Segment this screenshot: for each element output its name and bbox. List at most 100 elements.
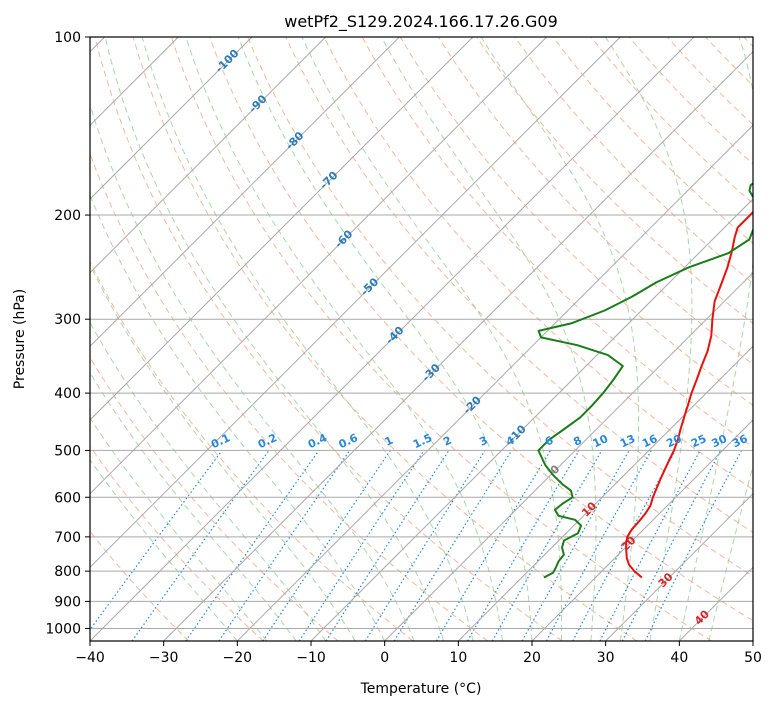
- isotherm-line: [90, 37, 621, 569]
- isotherm-line: [752, 640, 753, 641]
- plot-background: [90, 37, 753, 641]
- y-tick-label: 1000: [45, 621, 81, 637]
- y-tick-label: 200: [54, 208, 81, 224]
- x-axis: −40 −30 −20 −10 0 10 20 30 40 50: [75, 641, 762, 666]
- isotherm-line: [310, 198, 753, 641]
- x-tick-label: −10: [296, 650, 326, 666]
- moist-adiabat: [104, 37, 445, 641]
- mixing-ratio-label: 10: [591, 432, 611, 450]
- y-tick-label: 400: [54, 386, 81, 402]
- moist-adiabats: [90, 37, 753, 641]
- moist-adiabat: [678, 37, 753, 641]
- x-tick-label: 40: [670, 650, 688, 666]
- dry-adiabat: [90, 260, 414, 641]
- y-axis-title: Pressure (hPa): [12, 289, 28, 389]
- y-tick-label: 300: [54, 312, 81, 328]
- mixing-ratio-line: [521, 450, 630, 641]
- moist-adiabat: [185, 37, 503, 641]
- mixing-ratio-line: [435, 450, 552, 641]
- y-tick-label: 600: [54, 490, 81, 506]
- chart-title: wetPf2_S129.2024.166.17.26.G09: [284, 12, 558, 32]
- mixing-ratio-line: [491, 450, 603, 641]
- x-tick-label: 50: [744, 650, 762, 666]
- dry-adiabat: [590, 37, 753, 205]
- x-tick-label: −20: [223, 650, 253, 666]
- mixing-ratio-line: [325, 450, 450, 641]
- x-axis-title: Temperature (°C): [360, 681, 482, 697]
- mixing-ratio-line: [131, 450, 270, 641]
- x-tick-label: −30: [149, 650, 179, 666]
- pressure-gridlines: [90, 37, 753, 629]
- moist-adiabat: [90, 321, 327, 641]
- dry-adiabat: [94, 37, 563, 641]
- y-axis: 100 200 300 400 500 600 700 800 900 1000: [45, 30, 90, 637]
- isotherm-line: [90, 37, 695, 641]
- y-tick-label: 100: [54, 30, 81, 46]
- dry-adiabat: [247, 37, 753, 577]
- plot-frame: [89, 36, 754, 642]
- moist-adiabat: [141, 37, 474, 641]
- dewpoint-line: [537, 182, 753, 579]
- mixing-ratio-label: 13: [618, 432, 637, 450]
- isotherm-line: [384, 271, 753, 641]
- moist-adiabat: [90, 417, 268, 641]
- x-tick-label: 0: [380, 650, 389, 666]
- mixing-ratio-label: 20: [664, 432, 684, 450]
- moist-adiabat: [605, 37, 693, 641]
- mixing-ratio-line: [572, 450, 677, 641]
- moist-adiabat: [90, 371, 297, 641]
- moist-adiabat: [480, 37, 640, 641]
- isotherm-line: [90, 37, 253, 200]
- mixing-ratio-label: 36: [730, 432, 750, 450]
- isotherm-line: [457, 345, 753, 641]
- y-tick-label: 700: [54, 530, 81, 546]
- mixing-ratio-lines: [90, 450, 743, 641]
- mixing-ratio-line: [218, 450, 351, 641]
- y-tick-label: 900: [54, 594, 81, 610]
- x-tick-label: 10: [449, 650, 467, 666]
- mixing-ratio-label: 16: [640, 432, 660, 450]
- isotherm-lines: [90, 37, 753, 641]
- x-tick-label: 20: [523, 650, 541, 666]
- moist-adiabat: [708, 463, 753, 641]
- moist-adiabat: [90, 193, 386, 641]
- isotherm-line: [236, 124, 753, 641]
- moist-adiabat: [237, 37, 533, 641]
- mixing-ratio-label: 30: [710, 432, 730, 450]
- moist-adiabat: [90, 458, 238, 641]
- dry-adiabat: [209, 37, 753, 622]
- isotherm-line: [90, 37, 400, 348]
- dry-adiabat: [323, 37, 753, 491]
- moist-adiabat: [380, 37, 597, 641]
- isotherm-line: [90, 37, 327, 274]
- mixing-ratio-line: [393, 450, 513, 641]
- plot-area: 0.1 0.2 0.4 0.6 1 1.5 2 3 4 6 8 10 13 16 20 25 30 36-100-…: [90, 37, 753, 641]
- y-tick-label: 500: [54, 443, 81, 459]
- dry-adiabat: [628, 37, 753, 165]
- dry-adiabat: [132, 37, 638, 641]
- moist-adiabat: [301, 37, 563, 641]
- mixing-ratio-line: [90, 450, 223, 631]
- sounding-lines: [537, 182, 753, 579]
- isotherm-line: [90, 37, 548, 495]
- moist-adiabat: [90, 102, 415, 641]
- isotherm-line: [163, 50, 753, 641]
- temperature-line: [625, 210, 753, 579]
- dry-adiabat: [476, 37, 753, 325]
- y-tick-label: 800: [54, 564, 81, 580]
- dry-adiabat: [514, 37, 753, 284]
- x-tick-label: −40: [75, 650, 105, 666]
- isotherm-line: [90, 37, 474, 421]
- mixing-ratio-line: [466, 450, 580, 641]
- isotherm-line: [605, 492, 753, 641]
- x-tick-label: 30: [597, 650, 615, 666]
- dry-adiabat: [90, 445, 264, 641]
- mixing-ratio-line: [364, 450, 486, 641]
- dry-adiabats: [90, 37, 753, 641]
- dry-adiabat: [399, 37, 753, 407]
- dry-adiabat: [170, 37, 712, 641]
- moist-adiabat: [90, 263, 356, 641]
- mixing-ratio-label: 25: [689, 432, 708, 450]
- mixing-ratio-line: [545, 450, 652, 641]
